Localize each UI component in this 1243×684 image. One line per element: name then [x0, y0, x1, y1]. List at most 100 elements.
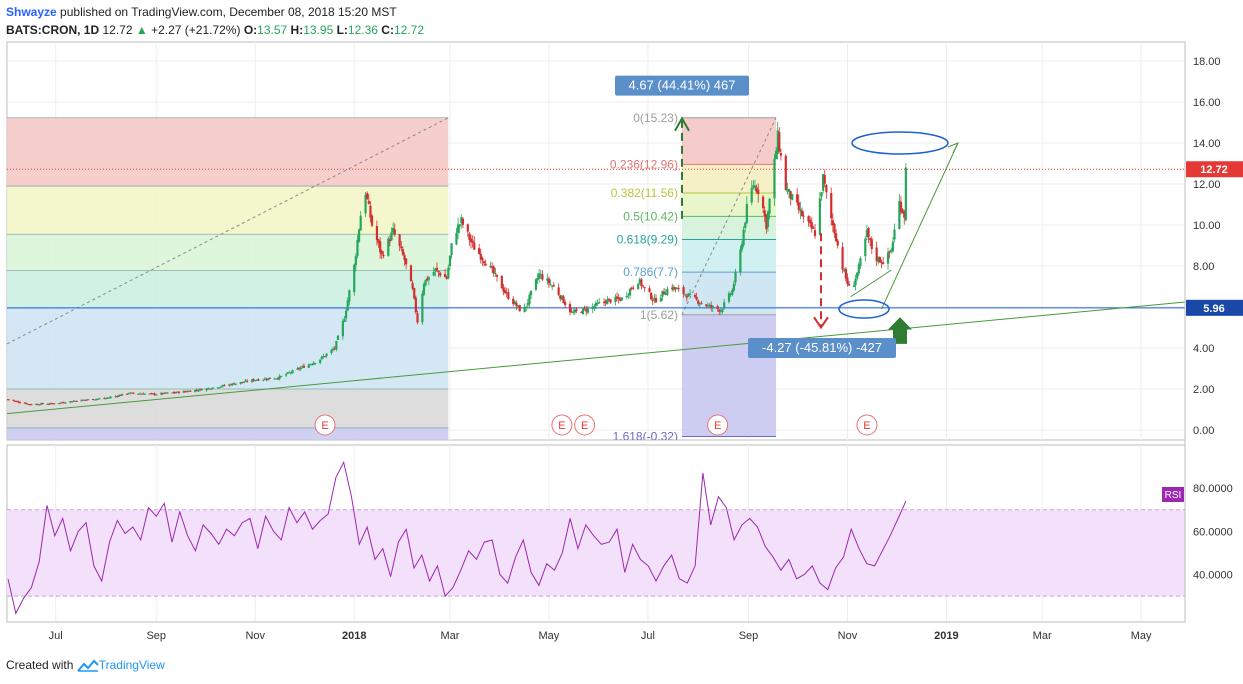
candle-body	[286, 372, 289, 374]
candle-body	[504, 290, 507, 294]
candle-body	[207, 388, 210, 390]
big-up-arrow-icon	[888, 317, 912, 344]
candle-body	[904, 167, 907, 221]
candle-body	[784, 155, 787, 191]
candle-body	[354, 256, 357, 266]
candle-body	[471, 240, 474, 243]
candle-body	[405, 258, 408, 265]
open-label: O:	[243, 23, 258, 37]
candle-body	[677, 287, 680, 289]
candle-body	[643, 287, 646, 289]
candle-body	[572, 311, 575, 313]
candle-body	[241, 381, 244, 383]
candle-body	[847, 284, 851, 286]
candle-body	[148, 393, 151, 395]
candle-body	[211, 387, 215, 389]
candle-body	[301, 366, 304, 368]
candle-body	[310, 364, 314, 366]
candle-body	[210, 388, 213, 390]
candle-body	[348, 290, 351, 302]
candle-body	[401, 249, 404, 255]
candle-body	[854, 278, 857, 286]
candle-body	[151, 393, 155, 395]
candle-body	[263, 378, 267, 380]
candle-body	[693, 295, 697, 297]
candle-body	[439, 272, 442, 276]
candle-body	[161, 392, 164, 394]
candle-body	[288, 372, 291, 374]
time-axis-tick: Mar	[1033, 630, 1052, 642]
candle-body	[447, 267, 450, 279]
candle-body	[627, 294, 630, 296]
candle-body	[320, 356, 323, 359]
candle-body	[779, 153, 783, 156]
earnings-label: E	[321, 420, 328, 432]
candle-body	[330, 349, 333, 354]
candle-body	[364, 195, 367, 214]
candle-body	[413, 288, 416, 299]
candle-body	[547, 278, 551, 284]
candle-body	[901, 209, 904, 213]
candle-body	[377, 239, 380, 244]
candle-body	[409, 265, 413, 282]
author-link[interactable]: Shwayze	[6, 5, 57, 19]
candle-body	[223, 385, 226, 387]
candle-body	[830, 193, 833, 219]
candle-body	[387, 238, 390, 256]
candle-body	[469, 238, 473, 243]
up-arrow-icon	[674, 116, 690, 132]
candle-body	[559, 295, 562, 299]
candle-body	[484, 263, 487, 266]
candle-body	[820, 192, 823, 197]
candle-body	[35, 403, 38, 405]
candle-body	[98, 398, 101, 400]
candle-body	[12, 399, 15, 401]
high-value: 13.95	[303, 23, 334, 37]
candle-body	[698, 303, 701, 305]
time-axis-tick: Sep	[146, 630, 166, 642]
tradingview-link[interactable]: TradingView	[98, 658, 165, 672]
candle-body	[557, 287, 560, 295]
candle-body	[176, 391, 179, 393]
candle-body	[343, 319, 346, 322]
candle-body	[380, 250, 383, 255]
time-axis-tick: Mar	[440, 630, 459, 642]
earnings-label: E	[558, 420, 565, 432]
candle-body	[458, 224, 461, 227]
candle-body	[36, 404, 39, 406]
candle-body	[174, 392, 177, 394]
candle-body	[15, 401, 18, 403]
candle-body	[75, 400, 78, 402]
candle-body	[716, 306, 719, 310]
candle-body	[138, 393, 142, 395]
candle-body	[246, 380, 249, 382]
candle-body	[443, 274, 447, 278]
rsi-axis-tick: 60.0000	[1193, 526, 1233, 538]
candle-body	[877, 257, 880, 263]
candle-body	[398, 234, 401, 246]
candle-body	[638, 279, 641, 284]
high-label: H:	[290, 23, 304, 37]
candle-body	[752, 185, 755, 188]
candle-body	[628, 288, 632, 296]
candle-body	[38, 404, 41, 406]
candle-body	[18, 402, 22, 404]
candle-body	[822, 174, 825, 191]
candle-body	[150, 393, 153, 395]
fib-zone-right	[681, 193, 777, 217]
candle-body	[846, 277, 849, 285]
candle-body	[302, 365, 306, 368]
candle-body	[61, 402, 64, 404]
candle-body	[903, 211, 906, 218]
candle-body	[382, 254, 385, 257]
candle-body	[427, 277, 430, 280]
candle-body	[250, 379, 254, 382]
time-axis-tick: Sep	[739, 630, 759, 642]
candle-body	[229, 384, 233, 386]
candle-body	[539, 274, 542, 276]
candle-body	[116, 396, 119, 398]
candle-body	[867, 228, 870, 238]
price-axis-tick: 8.00	[1193, 261, 1214, 273]
candle-body	[744, 222, 747, 229]
